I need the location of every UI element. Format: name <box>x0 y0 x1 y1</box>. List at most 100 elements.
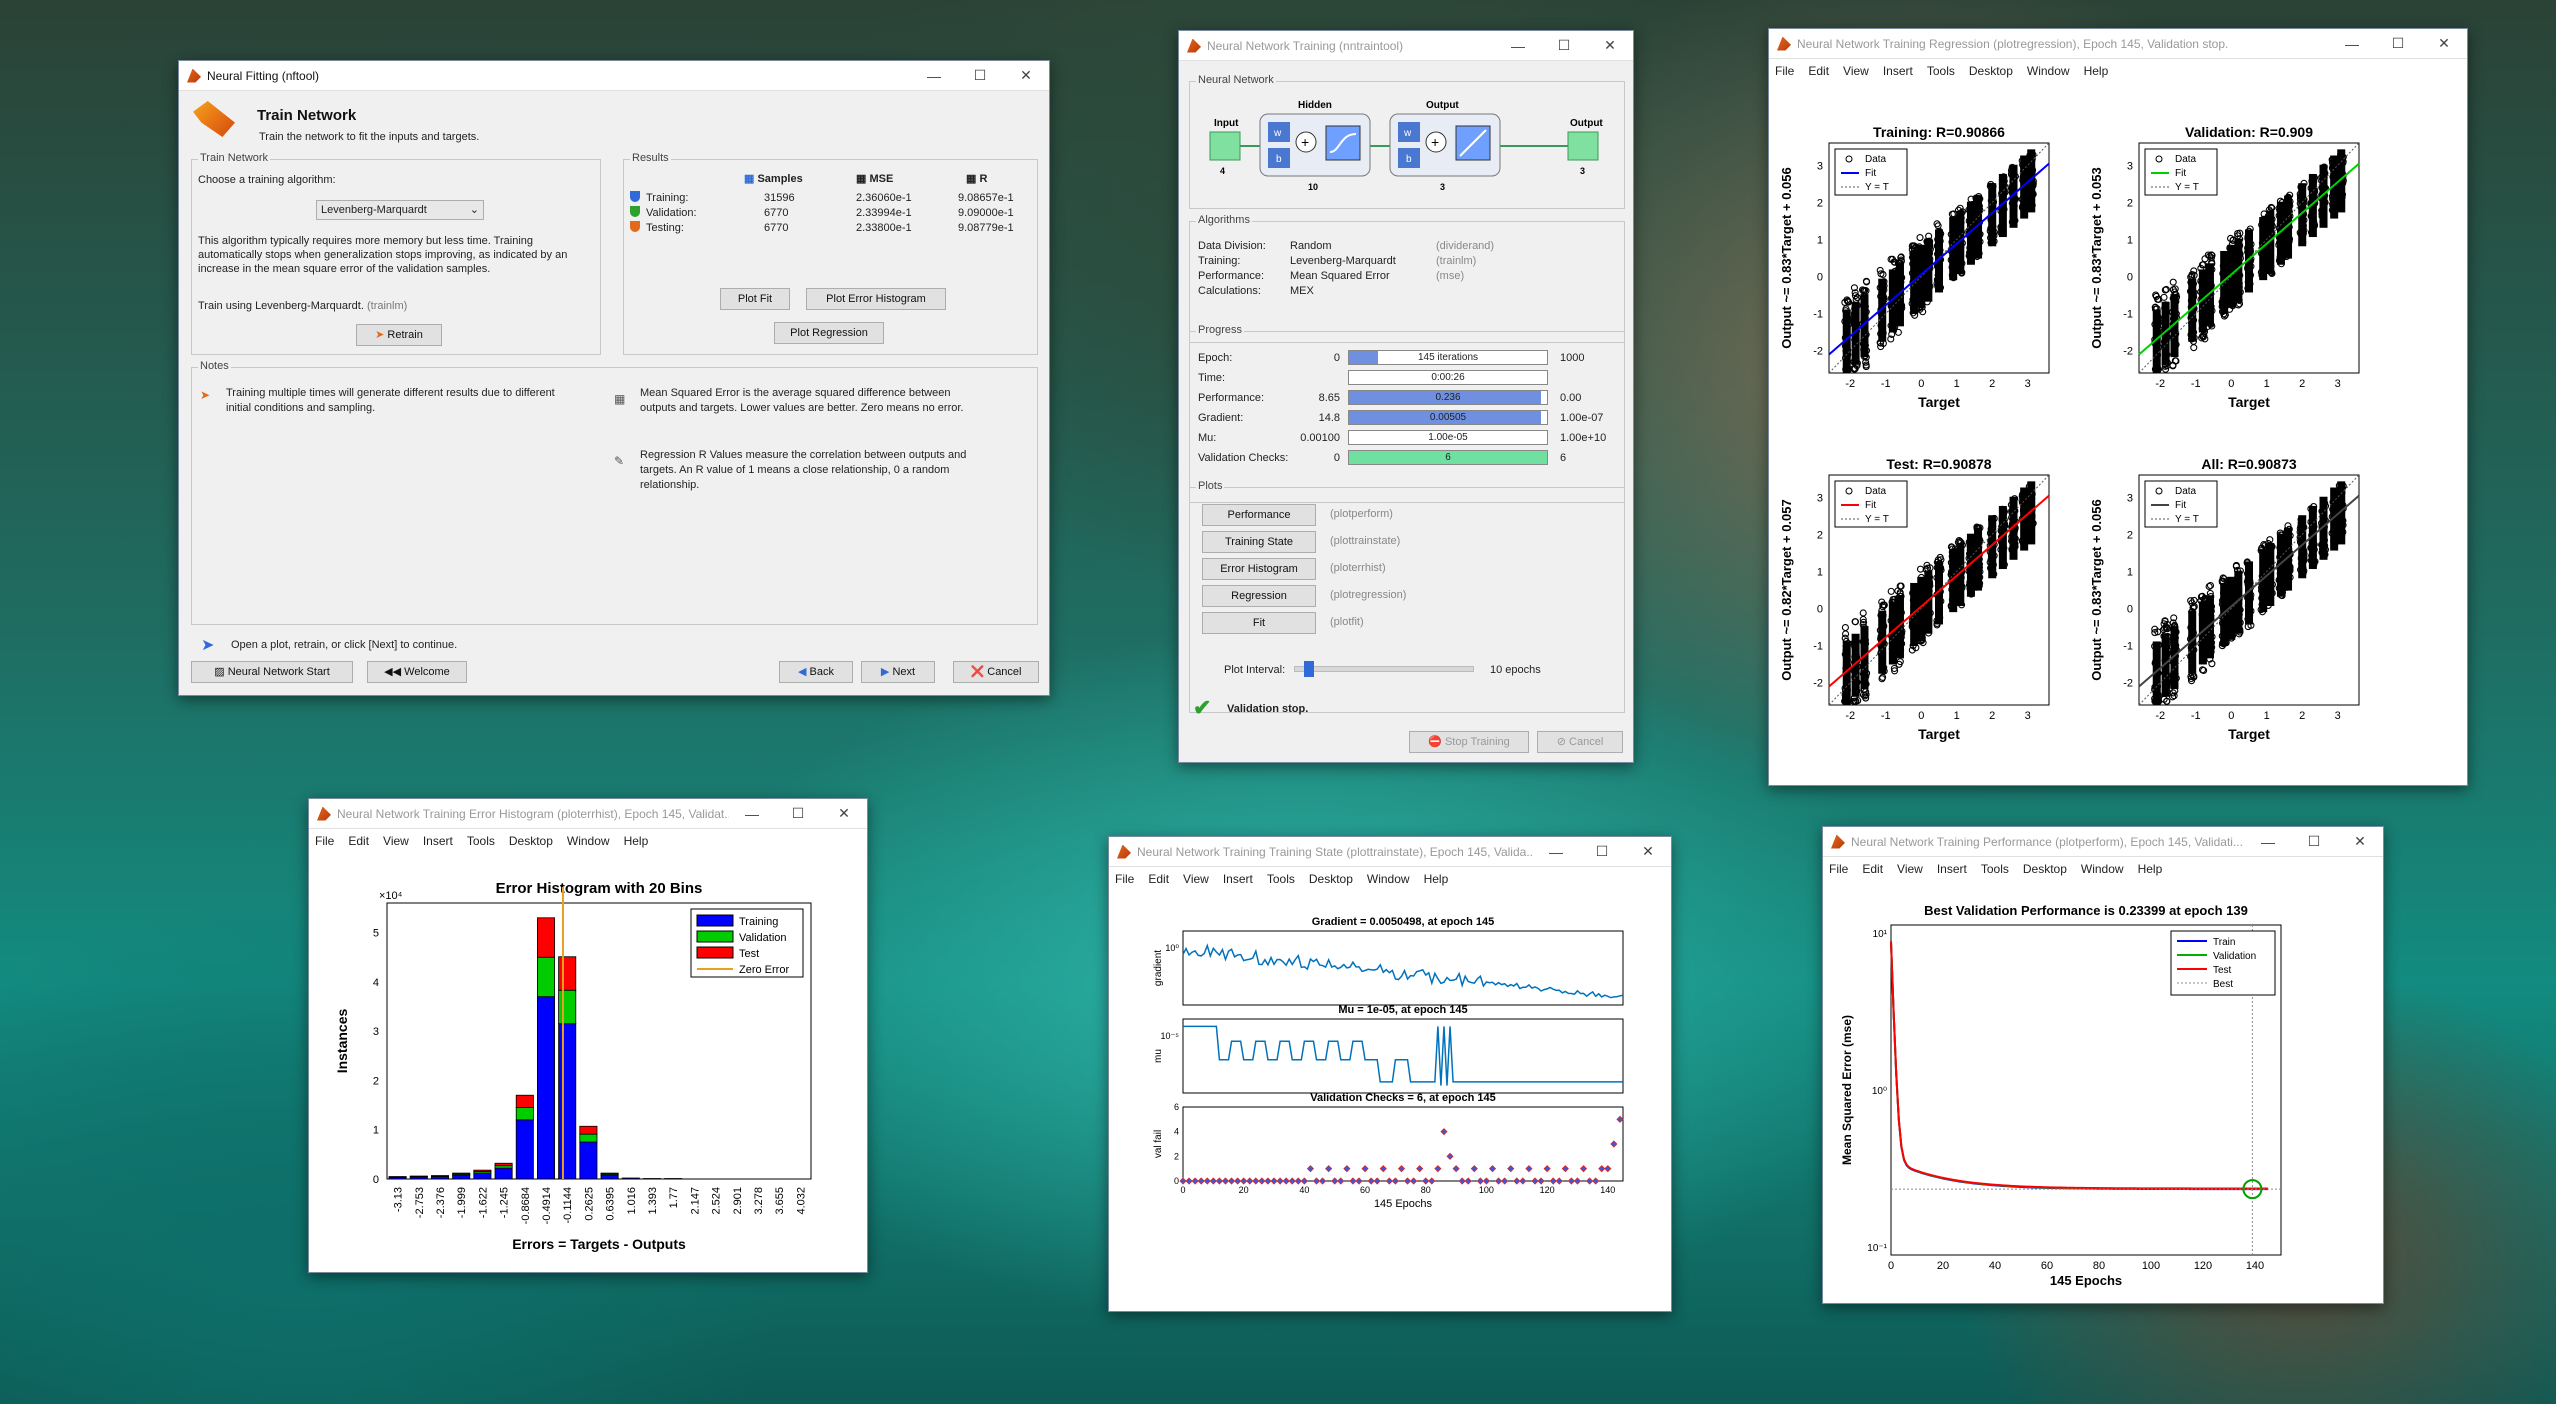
menu-file[interactable]: File <box>1829 862 1849 876</box>
val-fail-point <box>1507 1165 1515 1173</box>
menu-window[interactable]: Window <box>2080 862 2124 876</box>
menu-insert[interactable]: Insert <box>1882 64 1913 78</box>
minimize-button[interactable]: — <box>1511 37 1525 54</box>
menu-desktop[interactable]: Desktop <box>508 834 553 848</box>
x-tick: -2.376 <box>435 1187 447 1218</box>
plot-error-histogram-button[interactable]: Plot Error Histogram <box>806 288 946 310</box>
menu-edit[interactable]: Edit <box>1808 64 1830 78</box>
menu-edit[interactable]: Edit <box>1862 862 1884 876</box>
plot-training-state-button[interactable]: Training State <box>1202 531 1316 553</box>
plot-regression-button[interactable]: Plot Regression <box>774 322 884 344</box>
window-title: Neural Fitting (nftool) <box>207 68 320 83</box>
plot-fit-button[interactable]: Plot Fit <box>720 288 790 310</box>
menu-view[interactable]: View <box>1843 64 1869 78</box>
slider-thumb[interactable] <box>1303 661 1314 677</box>
retrain-button[interactable]: ➤ Retrain <box>356 324 442 346</box>
minimize-button[interactable]: — <box>2261 833 2275 850</box>
val-fail-point <box>1337 1177 1345 1185</box>
menu-insert[interactable]: Insert <box>422 834 453 848</box>
val-fail-point <box>1397 1165 1406 1173</box>
data-cluster <box>2234 570 2243 634</box>
x-tick: 40 <box>1989 1260 2001 1272</box>
plot-regression-button[interactable]: Regression <box>1202 585 1316 607</box>
menu-window[interactable]: Window <box>1366 872 1410 886</box>
val-fail-point <box>1234 1177 1242 1185</box>
data-cluster <box>1878 278 1887 342</box>
menu-file[interactable]: File <box>1115 872 1135 886</box>
nn-start-button[interactable]: ▨ Neural Network Start <box>191 661 353 683</box>
maximize-button[interactable]: ☐ <box>2307 833 2321 849</box>
close-button[interactable]: ✕ <box>838 805 850 821</box>
y-tick: 5 <box>373 928 379 940</box>
maximize-button[interactable]: ☐ <box>973 67 987 83</box>
data-cluster <box>2220 250 2229 315</box>
minimize-button[interactable]: — <box>1549 843 1563 860</box>
x-tick: 1 <box>1954 710 1960 722</box>
minimize-button[interactable]: — <box>927 67 941 84</box>
menu-view[interactable]: View <box>1183 872 1209 886</box>
menu-bar: File Edit View Insert Tools Desktop Window Help <box>1823 857 2383 881</box>
maximize-button[interactable]: ☐ <box>1595 843 1609 859</box>
samples-icon: ▦ <box>744 173 755 185</box>
plot-fn: (ploterrhist) <box>1330 562 1386 574</box>
matlab-logo-icon <box>317 806 331 821</box>
cancel-training-button[interactable]: ⊘ Cancel <box>1537 731 1623 753</box>
menu-help[interactable]: Help <box>1423 872 1449 886</box>
menu-help[interactable]: Help <box>2137 862 2163 876</box>
minimize-button[interactable]: — <box>745 805 759 822</box>
menu-window[interactable]: Window <box>566 834 610 848</box>
stop-training-button[interactable]: ⛔ Stop Training <box>1409 731 1529 753</box>
state-panel: Validation Checks = 6, at epoch 145 val f… <box>1153 1092 1624 1186</box>
algorithm-select[interactable]: Levenberg-Marquardt ⌄ <box>316 200 484 220</box>
legend: Data Fit Y = T <box>2144 480 2218 528</box>
menu-tools[interactable]: Tools <box>1266 872 1295 886</box>
state-panel: Mu = 1e-05, at epoch 145 mu 10⁻⁵ <box>1153 1004 1624 1094</box>
menu-file[interactable]: File <box>1775 64 1795 78</box>
menu-desktop[interactable]: Desktop <box>1308 872 1353 886</box>
maximize-button[interactable]: ☐ <box>791 805 805 821</box>
output-box <box>1567 131 1599 161</box>
x-tick: -2 <box>2155 378 2165 390</box>
maximize-button[interactable]: ☐ <box>2391 35 2405 51</box>
close-button[interactable]: ✕ <box>1604 37 1616 53</box>
menu-tools[interactable]: Tools <box>466 834 495 848</box>
x-axis-label: 145 Epochs <box>1374 1198 1433 1210</box>
menu-help[interactable]: Help <box>623 834 649 848</box>
y-tick: 4 <box>373 977 379 989</box>
menu-insert[interactable]: Insert <box>1936 862 1967 876</box>
close-button[interactable]: ✕ <box>2438 35 2450 51</box>
plot-error-histogram-button[interactable]: Error Histogram <box>1202 558 1316 580</box>
output-label: Output <box>1570 118 1603 129</box>
menu-desktop[interactable]: Desktop <box>1968 64 2013 78</box>
menu-file[interactable]: File <box>315 834 335 848</box>
algorithm-fn: (trainlm) <box>1436 255 1477 267</box>
plot-fit-button[interactable]: Fit <box>1202 612 1316 634</box>
y-tick: 3 <box>1817 160 1823 172</box>
welcome-button[interactable]: ◀◀ Welcome <box>367 661 467 683</box>
menu-help[interactable]: Help <box>2083 64 2109 78</box>
plot-interval-label: Plot Interval: <box>1224 664 1286 676</box>
close-button[interactable]: ✕ <box>1020 67 1032 83</box>
menu-tools[interactable]: Tools <box>1926 64 1955 78</box>
plot-interval-slider[interactable] <box>1294 661 1474 677</box>
menu-desktop[interactable]: Desktop <box>2022 862 2067 876</box>
close-button[interactable]: ✕ <box>1642 843 1654 859</box>
plot-performance-button[interactable]: Performance <box>1202 504 1316 526</box>
menu-edit[interactable]: Edit <box>1148 872 1170 886</box>
menu-view[interactable]: View <box>383 834 409 848</box>
close-button[interactable]: ✕ <box>2354 833 2366 849</box>
val-fail-point <box>1604 1165 1612 1173</box>
menu-tools[interactable]: Tools <box>1980 862 2009 876</box>
cancel-button[interactable]: ❌ Cancel <box>953 661 1039 683</box>
next-button[interactable]: ▶ Next <box>861 661 935 683</box>
menu-edit[interactable]: Edit <box>348 834 370 848</box>
minimize-button[interactable]: — <box>2345 35 2359 52</box>
menu-view[interactable]: View <box>1897 862 1923 876</box>
menu-window[interactable]: Window <box>2026 64 2070 78</box>
y-tick: 10⁻⁵ <box>1161 1031 1180 1041</box>
back-button[interactable]: ◀ Back <box>779 661 853 683</box>
maximize-button[interactable]: ☐ <box>1557 37 1571 53</box>
window-title: Neural Network Training Regression (plot… <box>1797 36 2229 51</box>
result-mse: 2.36060e-1 <box>856 192 912 204</box>
menu-insert[interactable]: Insert <box>1222 872 1253 886</box>
